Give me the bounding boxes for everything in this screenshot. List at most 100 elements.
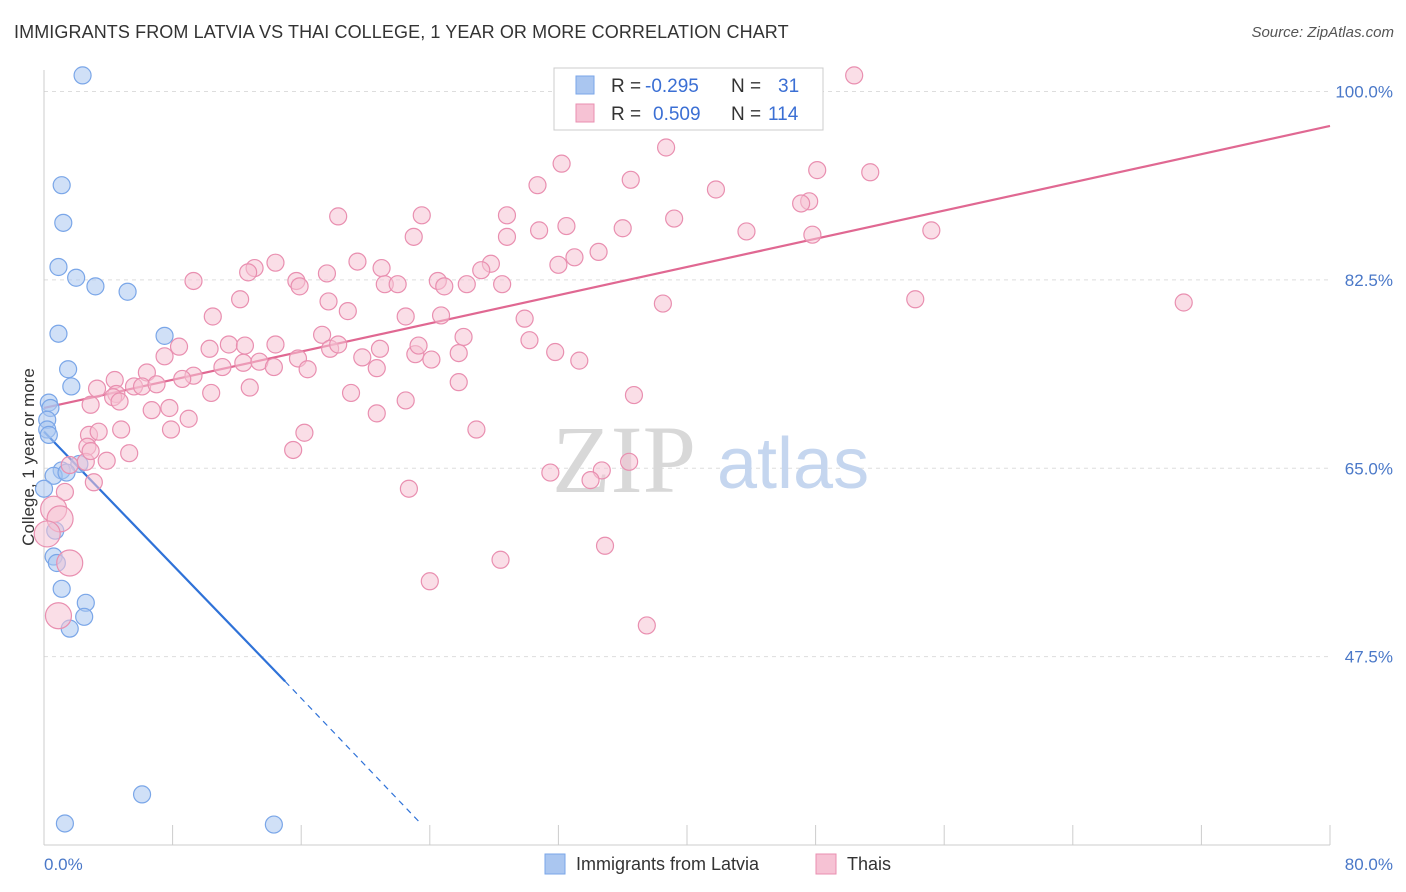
thais-point [348, 252, 367, 271]
thais-point [922, 221, 941, 240]
thais-point [341, 383, 361, 403]
thais-point [422, 350, 441, 369]
thais-point [396, 391, 415, 410]
thais-point [520, 331, 539, 350]
thais-point [792, 194, 811, 213]
thais-point [657, 138, 676, 157]
legend-n-value-pink: 114 [768, 104, 799, 125]
thais-point [312, 325, 332, 344]
thais-point [552, 154, 571, 173]
watermark-atlas: atlas [717, 424, 869, 504]
thais-point [284, 440, 303, 460]
axes [43, 70, 1331, 846]
thais-point [266, 335, 285, 354]
thais-point [290, 277, 309, 296]
thais-point [620, 452, 639, 471]
y-tick-label: 47.5% [1345, 648, 1393, 667]
legend-r-label-blue: R = [611, 76, 641, 97]
thais-point [89, 422, 108, 441]
latvia-point [73, 66, 92, 85]
latvia-point [54, 213, 73, 232]
latvia-point [155, 326, 174, 345]
thais-point [454, 327, 473, 347]
thais-point [613, 219, 632, 238]
thais-point [56, 549, 84, 577]
latvia-point [62, 377, 81, 396]
latvia-trend-line-extension [284, 680, 423, 825]
x-tick-label-min: 0.0% [44, 855, 83, 874]
thais-point [653, 294, 672, 313]
thais-point [87, 379, 107, 398]
thais-point [497, 227, 517, 246]
series-legend-swatch-latvia [544, 853, 566, 875]
thais-point [372, 258, 391, 278]
thais-point [370, 339, 390, 358]
latvia-point [39, 425, 58, 444]
watermark: ZIP atlas [552, 406, 869, 513]
x-tick-label-max: 80.0% [1345, 855, 1393, 874]
thais-point [581, 471, 600, 490]
thais-point [808, 161, 827, 180]
latvia-point [52, 176, 71, 195]
thais-point [44, 602, 73, 630]
latvia-point [67, 268, 86, 287]
thais-point [515, 309, 534, 328]
y-tick-label: 82.5% [1345, 271, 1393, 290]
thais-point [570, 351, 589, 370]
thais-point [1174, 293, 1193, 312]
thais-point [329, 335, 348, 354]
thais-point [367, 359, 386, 378]
thais-point [235, 336, 255, 355]
thais-point [565, 248, 584, 267]
thais-point [530, 221, 549, 240]
thais-point [142, 401, 161, 420]
y-axis-label: College, 1 year or more [19, 368, 38, 546]
thais-point [161, 420, 181, 439]
thais-point [388, 275, 407, 294]
legend-r-value-pink: 0.509 [653, 104, 701, 125]
thais-point [621, 170, 640, 189]
series-legend-swatch-thais [815, 853, 837, 875]
x-axis-ticks: 0.0% 80.0% [44, 855, 1393, 874]
thais-point [420, 572, 439, 591]
thais-point [97, 451, 116, 470]
thais-point [81, 441, 100, 461]
thais-point [637, 616, 656, 635]
latvia-point [86, 277, 105, 296]
thais-point [549, 255, 568, 274]
legend-swatch-blue [575, 75, 595, 95]
latvia-point [34, 479, 54, 498]
latvia-point [52, 579, 71, 598]
thais-point [399, 479, 419, 498]
y-tick-label: 100.0% [1335, 83, 1393, 102]
thais-point [184, 271, 203, 291]
legend-swatch-pink [575, 103, 595, 123]
thais-point [803, 225, 822, 244]
thais-point [55, 482, 74, 502]
thais-point [319, 292, 338, 311]
thais-point [120, 444, 139, 463]
chart-title: IMMIGRANTS FROM LATVIA VS THAI COLLEGE, … [14, 22, 789, 42]
thais-point [213, 357, 232, 377]
thais-point [81, 395, 100, 414]
thais-point [472, 261, 491, 280]
legend-n-value-blue: 31 [778, 76, 799, 97]
thais-point [202, 383, 221, 403]
thais-point [112, 420, 131, 439]
thais-point [737, 222, 756, 241]
thais-point [412, 206, 431, 225]
thais-point [457, 275, 476, 294]
latvia-point [55, 814, 74, 833]
thais-point [409, 336, 428, 355]
thais-point [595, 536, 615, 555]
thais-point [219, 335, 238, 354]
latvia-point [264, 815, 283, 834]
thais-point [845, 66, 864, 85]
series-legend-label-latvia: Immigrants from Latvia [576, 854, 760, 874]
thais-point [147, 375, 166, 394]
thais-point [317, 264, 337, 283]
thais-point [169, 337, 189, 356]
thais-point [173, 369, 192, 389]
thais-point [110, 392, 129, 411]
